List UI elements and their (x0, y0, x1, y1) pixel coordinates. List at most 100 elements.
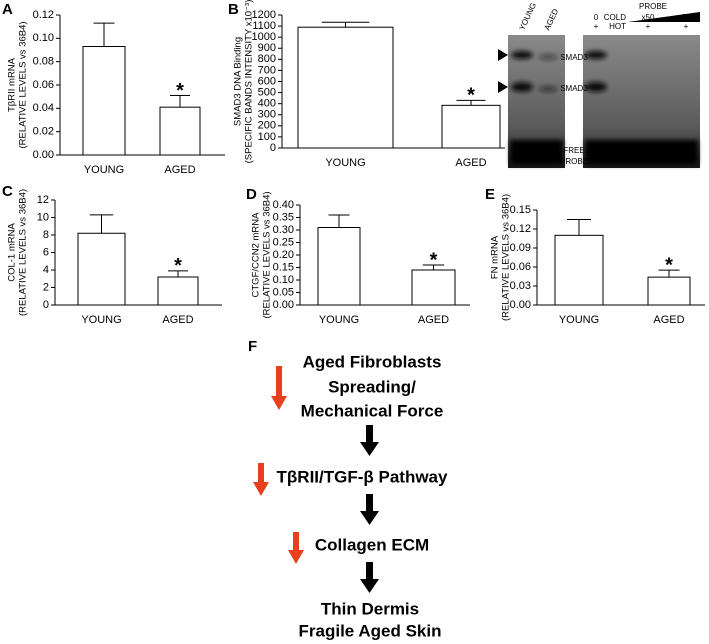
y-tick-label: 12 (37, 194, 49, 206)
y-tick-label: 0.00 (273, 299, 294, 311)
error-bar (456, 99, 486, 106)
step-text: Fragile Aged Skin (299, 621, 442, 640)
panel-label: C (2, 183, 13, 200)
y-tick-label: 300 (258, 109, 276, 121)
y-axis-label: (SPECIFIC BANDS INTENSITY x10⁻³) (244, 0, 255, 163)
bar (411, 269, 456, 306)
y-tick-label: 600 (258, 75, 276, 87)
y-tick-label: 0.30 (273, 224, 294, 236)
bar (77, 232, 126, 306)
step-text: Aged Fibroblasts (303, 352, 442, 371)
annotation: * (467, 85, 475, 107)
y-tick-label: 0.05 (273, 286, 294, 298)
y-tick-label: 500 (258, 86, 276, 98)
panel-label: E (485, 186, 495, 203)
bar (441, 104, 501, 149)
amount-label: x100 (677, 13, 695, 22)
y-tick-label: 0.35 (273, 211, 294, 223)
y-tick-label: 0.02 (33, 126, 54, 138)
x-tick-label: AGED (418, 314, 449, 326)
y-tick-label: 900 (258, 42, 276, 54)
bar (297, 26, 394, 149)
band-label: SMAD3 (560, 53, 588, 62)
y-tick-label: 1100 (252, 20, 276, 32)
y-axis-label: (RELATIVE LEVELS vs 36B4) (18, 21, 29, 148)
x-tick-label: YOUNG (84, 164, 124, 176)
y-tick-label: 0.00 (510, 299, 531, 311)
chart-panel: B SMAD3 DNA Binding (SPECIFIC BANDS INTENS… (228, 0, 505, 169)
y-tick-label: 0.06 (33, 79, 54, 91)
y-tick-label: 0.12 (33, 9, 54, 21)
chart-panel: D CTGF/CCN2 mRNA (RELATIVE LEVELS vs 36B4)… (246, 186, 470, 326)
bar (554, 234, 604, 306)
y-tick-label: 6 (43, 246, 49, 258)
x-tick-label: AGED (162, 314, 193, 326)
step-text: Mechanical Force (301, 401, 444, 420)
panel-label: F (248, 338, 257, 355)
annotation: * (430, 249, 438, 271)
panel-label: D (246, 186, 257, 203)
x-tick-label: AGED (653, 314, 684, 326)
chart-panel: A TβRII mRNA (RELATIVE LEVELS vs 36B4) 0.00… (2, 1, 225, 176)
y-tick-label: 0 (270, 142, 276, 154)
x-tick-label: AGED (164, 164, 195, 176)
y-axis-label: FN mRNA (490, 235, 501, 279)
probe-label: PROBE (639, 2, 667, 11)
amount-label: x50 (642, 13, 655, 22)
band-label: PROBE (560, 157, 588, 166)
chart-panel: C COL-1 mRNA (RELATIVE LEVELS vs 36B4) 0 2 4 6… (2, 183, 222, 326)
y-tick-label: 0.10 (273, 274, 294, 286)
y-tick-label: 400 (258, 98, 276, 110)
y-tick-label: 200 (258, 120, 276, 132)
step-text: Thin Dermis (321, 599, 419, 618)
y-tick-label: 1200 (252, 9, 276, 21)
chart-panel: E FN mRNA (RELATIVE LEVELS vs 36B4)0.00 0.0… (485, 186, 705, 326)
y-tick-label: 0 (43, 299, 49, 311)
y-tick-label: 100 (258, 131, 276, 143)
error-bar (328, 214, 350, 228)
band-label: FREE (563, 146, 584, 155)
error-bar (567, 219, 591, 236)
x-tick-label: YOUNG (325, 157, 365, 169)
hot-mark: + (646, 22, 651, 31)
y-tick-label: 0.10 (33, 32, 54, 44)
y-tick-label: 0.20 (273, 249, 294, 261)
y-tick-label: 8 (43, 229, 49, 241)
x-tick-label: YOUNG (319, 314, 359, 326)
hot-label: HOT (609, 22, 626, 31)
y-tick-label: 700 (258, 64, 276, 76)
y-tick-label: 0.15 (510, 204, 531, 216)
bar (82, 46, 126, 156)
y-axis-label: (RELATIVE LEVELS vs 36B4) (501, 194, 512, 321)
y-tick-label: 0.03 (510, 280, 531, 292)
band-label: SMAD3 (560, 84, 588, 93)
x-tick-label: AGED (455, 157, 486, 169)
y-axis-label: (RELATIVE LEVELS vs 36B4) (18, 189, 29, 316)
y-axis-label: SMAD3 DNA Binding (233, 37, 244, 126)
y-tick-label: 0.25 (273, 236, 294, 248)
lane-label: YOUNG (518, 1, 539, 31)
annotation: * (174, 255, 182, 277)
lane-label: AGED (543, 7, 561, 32)
y-tick-label: 4 (43, 264, 49, 276)
error-bar (93, 22, 115, 47)
y-tick-label: 0.15 (273, 261, 294, 273)
y-tick-label: 0.09 (510, 242, 531, 254)
bar (157, 276, 199, 306)
bar (317, 227, 361, 306)
error-bar (658, 269, 680, 278)
hot-mark: + (684, 22, 689, 31)
y-axis-label: TβRII mRNA (7, 57, 18, 112)
error-bar (89, 214, 114, 234)
panel-label: B (228, 1, 239, 18)
amount-label: 0 (594, 13, 599, 22)
gel: YOUNG AGED PROBE COLD HOT 0 x50 x100 + +… (498, 1, 700, 168)
y-axis-label: (RELATIVE LEVELS vs 36B4) (262, 191, 273, 318)
hot-mark: + (594, 22, 599, 31)
x-tick-label: YOUNG (81, 314, 121, 326)
x-tick-label: YOUNG (559, 314, 599, 326)
y-tick-label: 0.06 (510, 261, 531, 273)
panel-label: A (2, 1, 13, 18)
y-tick-label: 2 (43, 281, 49, 293)
